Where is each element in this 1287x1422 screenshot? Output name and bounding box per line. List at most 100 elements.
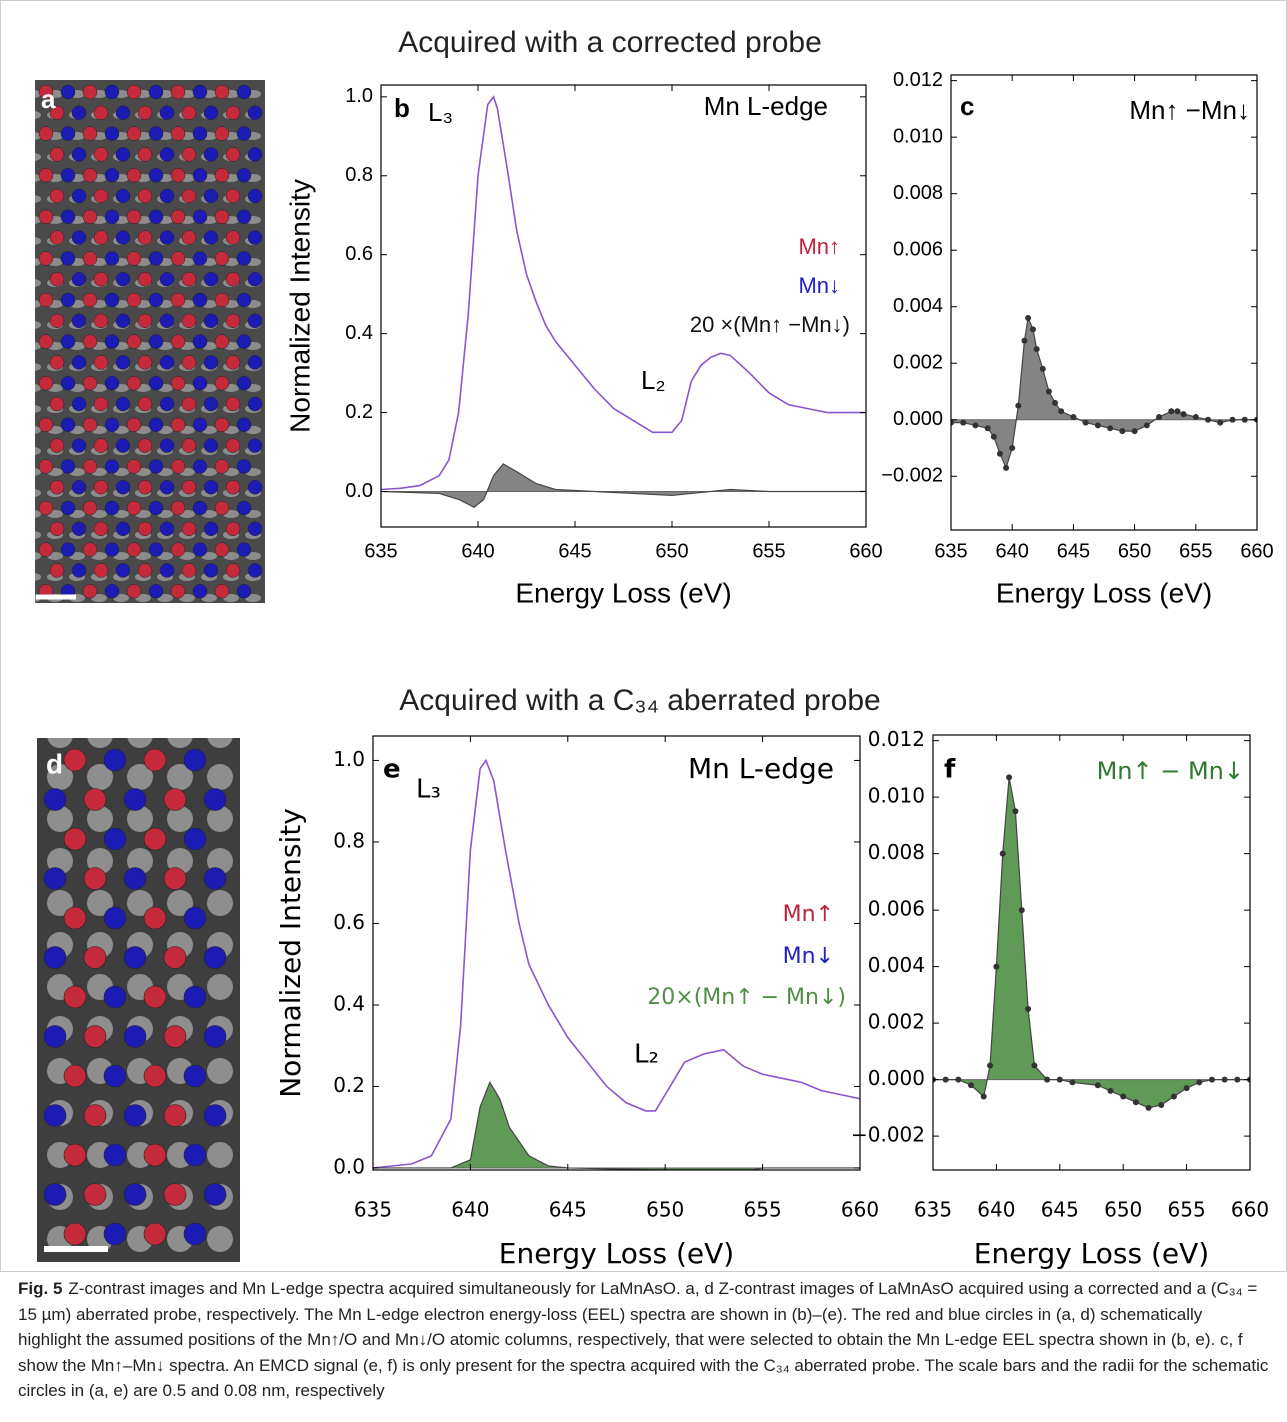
atom-column [38, 251, 54, 266]
data-point [1031, 1062, 1038, 1069]
atom-column [236, 167, 252, 183]
atom-column [236, 292, 252, 308]
y-tick-label: 0.008 [868, 840, 925, 864]
atom-column [214, 334, 230, 349]
atom-column [103, 1222, 127, 1246]
atom-column [163, 1104, 187, 1127]
row-heading: Acquired with a C₃₄ aberrated probe [399, 684, 880, 717]
atom-column [247, 105, 263, 121]
x-tick-label: 645 [1041, 1198, 1079, 1222]
atom-column [115, 147, 131, 162]
atom-column [126, 375, 142, 391]
atom-column [60, 500, 76, 516]
atom-column [192, 459, 208, 474]
atom-column [203, 521, 219, 537]
atom-column [148, 375, 164, 391]
atom-column [82, 209, 98, 225]
atom-column [93, 271, 109, 287]
atom-column [247, 188, 263, 204]
y-tick-label: 0.2 [345, 401, 373, 423]
atom-column [170, 459, 186, 474]
atom-column [83, 946, 107, 969]
atom-column [49, 479, 65, 495]
data-point [1069, 1079, 1076, 1086]
area [373, 1082, 860, 1170]
atom-column [49, 313, 65, 329]
atom-column [203, 147, 219, 162]
atom-column [225, 188, 241, 204]
atom-column [71, 271, 87, 287]
atom-column [203, 946, 227, 969]
y-tick-label: 1.0 [345, 85, 373, 107]
annotation: b [394, 93, 410, 123]
atom-column [115, 105, 131, 121]
atom-column [126, 542, 142, 557]
data-point [1208, 1076, 1215, 1083]
atom-column [82, 251, 98, 266]
atom-column [83, 788, 107, 811]
atom-column [137, 396, 153, 412]
x-tick-label: 655 [1168, 1198, 1206, 1222]
atom-column [71, 438, 87, 453]
data-point [1107, 425, 1114, 432]
atom-column [123, 1025, 147, 1048]
atom-column [214, 500, 230, 516]
x-tick-label: 640 [451, 1198, 489, 1222]
x-tick-label: 645 [558, 540, 591, 562]
axes-frame [380, 84, 867, 528]
atom-column [43, 867, 67, 890]
atom-column [143, 1143, 167, 1167]
atom-column [163, 1183, 187, 1206]
atom-column [170, 167, 186, 183]
x-tick-label: 640 [461, 540, 494, 562]
data-point [942, 1076, 949, 1083]
atom-column [104, 500, 120, 516]
atom-column [203, 313, 219, 329]
data-point [1044, 1076, 1051, 1083]
atom-column [38, 459, 54, 474]
data-point [980, 1093, 987, 1100]
atom-column [126, 583, 142, 599]
atom-column [236, 209, 252, 225]
atom-column [82, 375, 98, 391]
atom-column [214, 84, 230, 100]
x-tick-label: 650 [1104, 1198, 1142, 1222]
atom-column [148, 167, 164, 183]
atom-column [83, 867, 107, 890]
y-tick-label: 1.0 [333, 747, 365, 771]
atom-column [203, 867, 227, 890]
atom-column [71, 230, 87, 245]
atom-column [143, 985, 167, 1009]
atom-column [49, 105, 65, 121]
atom-column [137, 188, 153, 204]
atom-column [192, 251, 208, 266]
atom-column [82, 84, 98, 100]
atom-column [247, 479, 263, 495]
atom-column [115, 271, 131, 287]
atom-column [93, 355, 109, 370]
atom-column [71, 147, 87, 162]
atom-column [181, 105, 197, 121]
atom-column [60, 542, 76, 557]
atom-column [170, 209, 186, 225]
atom-column [137, 521, 153, 537]
atom-column [103, 827, 127, 851]
y-tick-label: 0.2 [333, 1073, 365, 1097]
data-point [990, 433, 997, 440]
axes-frame [372, 735, 861, 1171]
atom-column [203, 355, 219, 370]
data-point [1009, 445, 1016, 452]
atom-column [247, 147, 263, 162]
atom-column [71, 313, 87, 329]
atom-column [159, 188, 175, 204]
atom-column [71, 105, 87, 121]
y-tick-label: 0.0 [333, 1154, 365, 1178]
chart: 635 640 645 650 655 660 −0.002 0.000 0.002 0.004 0… [881, 69, 1273, 608]
data-point [1021, 337, 1028, 344]
annotation: Mn L-edge [704, 91, 828, 121]
atom-column [103, 906, 127, 930]
x-tick-label: 660 [849, 540, 882, 562]
atom-column [60, 292, 76, 308]
atom-column [137, 438, 153, 453]
